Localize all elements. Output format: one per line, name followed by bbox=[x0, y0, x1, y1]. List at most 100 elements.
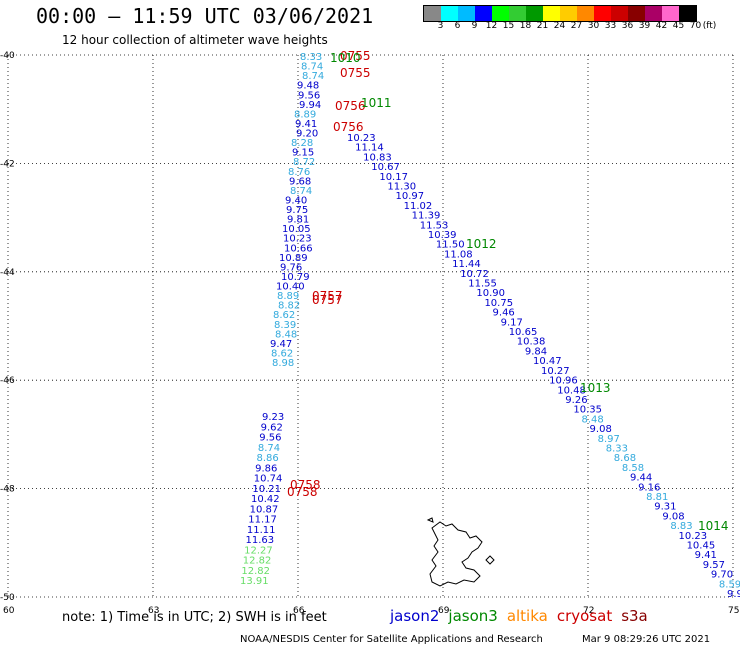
track-a-value: 8.59 bbox=[719, 579, 740, 590]
color-scale-label: 3 bbox=[437, 21, 444, 31]
track-b-value: 9.40 bbox=[285, 195, 307, 206]
track-a-value: 11.30 bbox=[387, 182, 416, 193]
pass-time-label: 0758 bbox=[287, 485, 318, 499]
pass-time-label: 0756 bbox=[333, 120, 364, 134]
track-b-value: 10.23 bbox=[283, 234, 312, 245]
track-b-value: 8.89 bbox=[294, 109, 316, 120]
track-a-value: 10.38 bbox=[517, 337, 546, 348]
color-swatch-0 bbox=[424, 6, 441, 21]
track-b-value: 8.74 bbox=[301, 62, 323, 73]
pass-time-label: 1013 bbox=[580, 381, 611, 395]
track-a-value: 8.81 bbox=[646, 492, 668, 503]
lon-tick-label: 63 bbox=[148, 606, 159, 616]
color-swatch-7 bbox=[543, 6, 560, 21]
track-a-value: 9.26 bbox=[565, 395, 587, 406]
track-a-value: 10.90 bbox=[476, 288, 505, 299]
track-b-value: 8.48 bbox=[275, 329, 297, 340]
track-b-value: 9.41 bbox=[295, 119, 317, 130]
track-a-value: 8.58 bbox=[622, 463, 644, 474]
color-scale-label: 18 bbox=[519, 21, 532, 31]
track-c-value: 12.82 bbox=[241, 566, 270, 577]
lat-tick-label: -46 bbox=[0, 376, 15, 386]
track-a-value: 10.47 bbox=[533, 356, 562, 367]
track-a-value: 9.31 bbox=[654, 502, 676, 513]
track-a-value: 8.68 bbox=[614, 453, 636, 464]
color-scale-label: 6 bbox=[454, 21, 461, 31]
color-swatch-12 bbox=[628, 6, 645, 21]
track-b-value: 8.39 bbox=[274, 320, 296, 331]
track-b-value: 8.98 bbox=[272, 358, 294, 369]
track-a-value: 9.70 bbox=[711, 570, 733, 581]
color-swatch-6 bbox=[526, 6, 543, 21]
track-b-value: 8.72 bbox=[293, 157, 315, 168]
lat-tick-label: -44 bbox=[0, 268, 15, 278]
color-scale-label: 27 bbox=[570, 21, 583, 31]
color-scale-label: 70 bbox=[689, 21, 702, 31]
legend-jason2: jason2 bbox=[390, 607, 440, 625]
color-swatch-3 bbox=[475, 6, 492, 21]
track-c-value: 9.23 bbox=[262, 412, 284, 423]
track-b-value: 8.76 bbox=[288, 167, 310, 178]
track-a-value: 10.72 bbox=[460, 269, 489, 280]
track-c-value: 10.42 bbox=[251, 494, 280, 505]
pass-time-label: 0755 bbox=[340, 66, 371, 80]
track-b-value: 9.68 bbox=[289, 176, 311, 187]
track-a-value: 11.44 bbox=[452, 259, 481, 270]
track-c-value: 10.87 bbox=[250, 504, 279, 515]
track-b-value: 9.56 bbox=[298, 90, 320, 101]
pass-time-label: 1012 bbox=[466, 237, 497, 251]
track-a-value: 9.57 bbox=[703, 560, 725, 571]
track-a-value: 11.08 bbox=[444, 249, 473, 260]
chart-title: 00:00 – 11:59 UTC 03/06/2021 bbox=[36, 4, 374, 28]
track-a-value: 10.75 bbox=[484, 298, 513, 309]
track-c-value: 12.27 bbox=[244, 545, 273, 556]
track-b-value: 9.48 bbox=[297, 81, 319, 92]
color-swatch-4 bbox=[492, 6, 509, 21]
track-a-value: 10.27 bbox=[541, 366, 570, 377]
track-c-value: 10.21 bbox=[252, 484, 281, 495]
track-c-value: 10.74 bbox=[254, 474, 283, 485]
track-a-value: 11.53 bbox=[420, 220, 449, 231]
track-c-value: 8.74 bbox=[258, 443, 280, 454]
color-scale-label: 9 bbox=[471, 21, 478, 31]
track-b-value: 10.40 bbox=[276, 282, 305, 293]
color-scale-bar bbox=[423, 5, 697, 22]
track-a-value: 9.08 bbox=[590, 424, 612, 435]
track-a-value: 10.67 bbox=[371, 162, 400, 173]
color-swatch-10 bbox=[594, 6, 611, 21]
track-a-value: 10.96 bbox=[549, 376, 578, 387]
lon-tick-label: 69 bbox=[438, 606, 450, 616]
color-scale-label: 30 bbox=[587, 21, 600, 31]
legend-s3a: s3a bbox=[621, 607, 648, 625]
track-b-value: 9.94 bbox=[299, 100, 321, 111]
track-a-value: 10.48 bbox=[557, 385, 586, 396]
track-b-value: 8.74 bbox=[302, 71, 324, 82]
track-b-value: 8.82 bbox=[278, 301, 300, 312]
track-b-value: 9.15 bbox=[292, 148, 314, 159]
satellite-legend: jason2 jason3 altika cryosat s3a bbox=[390, 607, 657, 625]
track-a-value: 9.84 bbox=[525, 346, 547, 357]
color-swatch-5 bbox=[509, 6, 526, 21]
color-swatch-9 bbox=[577, 6, 594, 21]
track-a-value: 10.17 bbox=[379, 172, 408, 183]
track-a-value: 8.48 bbox=[581, 414, 603, 425]
track-a-value: 9.16 bbox=[638, 482, 660, 493]
track-b-value: 9.75 bbox=[286, 205, 308, 216]
lat-tick-label: -40 bbox=[0, 51, 15, 61]
color-swatch-1 bbox=[441, 6, 458, 21]
color-swatch-14 bbox=[662, 6, 679, 21]
pass-time-label: 0758 bbox=[290, 478, 321, 492]
pass-time-label: 0757 bbox=[312, 289, 343, 303]
pass-time-label: 1010 bbox=[330, 51, 361, 65]
legend-altika: altika bbox=[506, 607, 548, 625]
track-a-value: 11.14 bbox=[355, 143, 384, 154]
track-b-value: 10.89 bbox=[279, 253, 308, 264]
track-b-value: 8.62 bbox=[271, 348, 293, 359]
lat-tick-label: -50 bbox=[0, 593, 15, 603]
pass-time-label: 0756 bbox=[335, 99, 366, 113]
track-c-value: 12.82 bbox=[243, 556, 272, 567]
track-b-value: 10.79 bbox=[281, 272, 310, 283]
track-a-value: 8.33 bbox=[606, 443, 628, 454]
color-scale-label: 36 bbox=[621, 21, 634, 31]
color-scale-label: 15 bbox=[502, 21, 515, 31]
